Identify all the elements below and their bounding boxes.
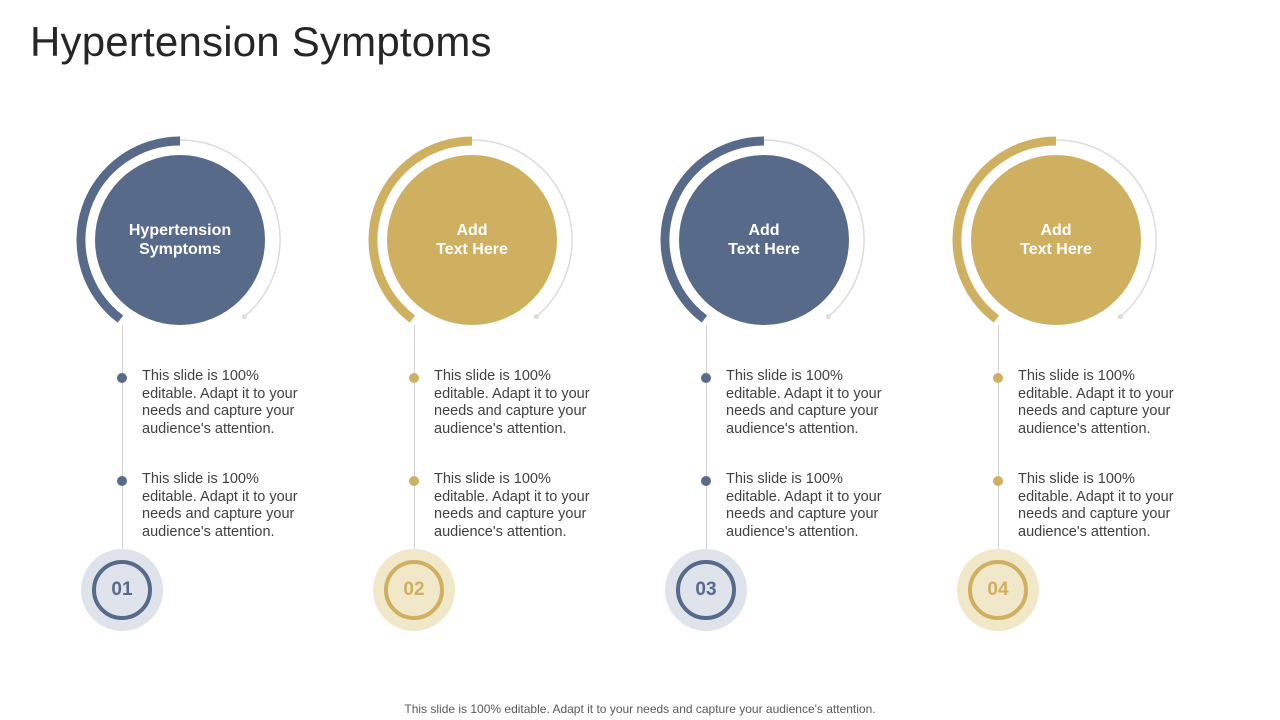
symptom-circle: Add Text Here (971, 155, 1141, 325)
ring-progress-arc (952, 136, 1057, 323)
ring-progress-arc (368, 136, 473, 323)
symptom-circle: Add Text Here (387, 155, 557, 325)
ring-end-dot (825, 314, 831, 320)
connector-line (998, 325, 999, 550)
progress-ring (76, 136, 281, 323)
ring-track-arc (471, 139, 573, 318)
ring-track-arc (179, 139, 281, 318)
step-number: 02 (384, 560, 444, 620)
ring-track-arc (763, 139, 865, 318)
progress-ring (952, 136, 1157, 323)
bullet-dot (701, 373, 711, 383)
step-number-badge: 03 (665, 549, 747, 631)
symptom-column-3: Add Text Here This slide is 100% editable.… (614, 0, 906, 720)
bullet-dot (993, 373, 1003, 383)
bullet-dot (117, 476, 127, 486)
connector-line (122, 325, 123, 550)
symptom-circle: Add Text Here (679, 155, 849, 325)
connector-line (706, 325, 707, 550)
symptom-circle-label: Text Here (1020, 241, 1092, 258)
ring-end-dot (241, 314, 247, 320)
progress-ring (660, 136, 865, 323)
bullet-dot (117, 373, 127, 383)
step-number-badge: 01 (81, 549, 163, 631)
ring-track-arc (1055, 139, 1157, 318)
symptom-circle-label: Hypertension (128, 222, 232, 239)
progress-ring (368, 136, 573, 323)
symptom-circle: Hypertension Symptoms (95, 155, 265, 325)
slide-title: Hypertension Symptoms (30, 18, 492, 65)
bullet-dot (409, 476, 419, 486)
footer-note: This slide is 100% editable. Adapt it to… (404, 702, 876, 716)
ring-progress-arc (76, 136, 181, 323)
bullet-text: This slide is 100% editable. Adapt it to… (142, 368, 298, 437)
step-number: 01 (92, 560, 152, 620)
ring-end-dot (533, 314, 539, 320)
symptom-circle-label: Text Here (436, 241, 508, 258)
symptom-circle-label: Symptoms (139, 241, 221, 258)
bullet-text: This slide is 100% editable. Adapt it to… (1018, 471, 1174, 540)
symptom-circle-label: Text Here (728, 241, 800, 258)
step-number: 04 (968, 560, 1028, 620)
bullet-text: This slide is 100% editable. Adapt it to… (726, 471, 882, 540)
symptom-circle-label: Add (748, 222, 780, 239)
bullet-dot (993, 476, 1003, 486)
bullet-text: This slide is 100% editable. Adapt it to… (434, 471, 590, 540)
bullet-text: This slide is 100% editable. Adapt it to… (142, 471, 298, 540)
ring-end-dot (1117, 314, 1123, 320)
step-number-badge: 04 (957, 549, 1039, 631)
connector-line (414, 325, 415, 550)
bullet-dot (409, 373, 419, 383)
symptom-column-1: Hypertension Symptoms This slide is 100% e… (30, 0, 322, 720)
bullet-text: This slide is 100% editable. Adapt it to… (726, 368, 882, 437)
symptom-circle-label: Add (1040, 222, 1072, 239)
symptom-circle-label: Add (456, 222, 488, 239)
step-number-badge: 02 (373, 549, 455, 631)
bullet-text: This slide is 100% editable. Adapt it to… (434, 368, 590, 437)
step-number: 03 (676, 560, 736, 620)
symptom-column-2: Add Text Here This slide is 100% editable.… (322, 0, 614, 720)
bullet-dot (701, 476, 711, 486)
bullet-text: This slide is 100% editable. Adapt it to… (1018, 368, 1174, 437)
ring-progress-arc (660, 136, 765, 323)
symptom-column-4: Add Text Here This slide is 100% editable.… (906, 0, 1198, 720)
